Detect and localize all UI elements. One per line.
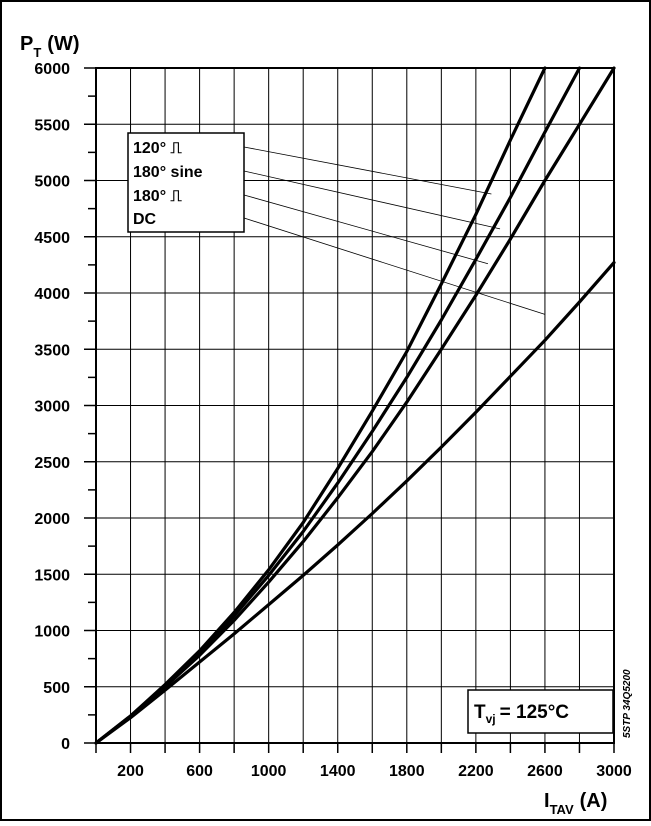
y-tick-label: 500 — [43, 680, 70, 697]
y-axis-ticks: 0 500 1000 1500 2000 2500 3000 3500 4000 4500 5000… — [34, 61, 70, 753]
x-tick-label: 2600 — [527, 763, 563, 780]
temperature-annotation: Tvj = 125°C — [467, 689, 614, 734]
legend-entry-180-sine: 180° sine — [133, 164, 203, 181]
side-document-code: 5STP 34Q5200 — [622, 669, 633, 738]
temperature-label: Tvj = 125°C — [474, 702, 569, 726]
y-tick-label: 4500 — [34, 230, 70, 247]
x-tick-label: 1400 — [320, 763, 356, 780]
y-tick-label: 1000 — [34, 624, 70, 641]
x-tick-label: 2200 — [458, 763, 494, 780]
y-tick-label: 2000 — [34, 511, 70, 528]
legend-leader-line — [243, 194, 489, 265]
x-tick-label: 1000 — [251, 763, 287, 780]
y-tick-label: 5000 — [34, 174, 70, 191]
x-tick-label: 600 — [186, 763, 213, 780]
plot-area-border — [95, 67, 615, 744]
legend-leader-lines — [243, 146, 546, 315]
y-tick-label: 0 — [61, 736, 70, 753]
legend-leader-line — [243, 170, 501, 230]
temperature-box — [467, 689, 614, 734]
x-tick-label: 200 — [117, 763, 144, 780]
legend-entry-180-square: 180° ⎍ — [133, 188, 183, 205]
series-line — [94, 66, 616, 745]
y-tick-label: 5500 — [34, 117, 70, 134]
legend-leader-line — [243, 146, 492, 195]
series-line — [94, 261, 616, 745]
y-tick-label: 3500 — [34, 342, 70, 359]
x-tick-label: 1800 — [389, 763, 425, 780]
y-tick-label: 4000 — [34, 286, 70, 303]
series-curves — [94, 66, 616, 745]
legend-box — [127, 132, 245, 233]
x-axis-ticks: 200 600 1000 1400 1800 2200 2600 3000 — [117, 763, 632, 780]
legend-entry-dc: DC — [133, 211, 157, 228]
y-tick-label: 6000 — [34, 61, 70, 78]
y-tick-label: 1500 — [34, 567, 70, 584]
y-axis-title: PT (W) — [20, 33, 80, 60]
legend: 120° ⎍ 180° sine 180° ⎍ DC — [127, 132, 245, 233]
y-tick-label: 2500 — [34, 455, 70, 472]
x-tick-label: 3000 — [596, 763, 632, 780]
legend-entry-120-square: 120° ⎍ — [133, 140, 183, 157]
x-axis-title: ITAV (A) — [544, 790, 607, 817]
legend-leader-line — [243, 217, 546, 315]
y-tick-label: 3000 — [34, 399, 70, 416]
